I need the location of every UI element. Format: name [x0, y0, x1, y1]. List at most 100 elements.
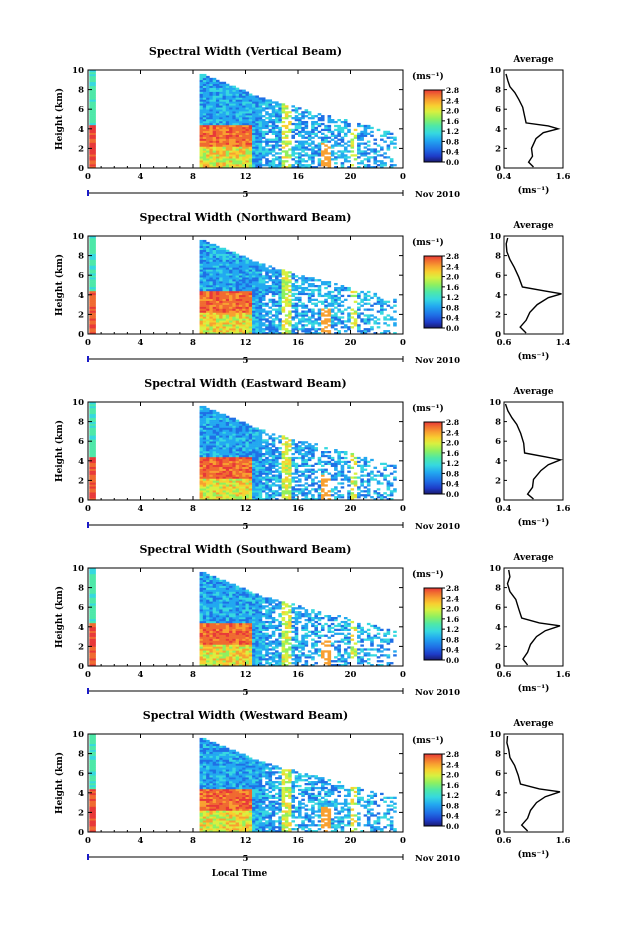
- heatmap-cell: [304, 474, 309, 477]
- heatmap-cell: [255, 95, 259, 98]
- heatmap-cell: [232, 99, 236, 102]
- heatmap-cell: [350, 496, 355, 499]
- heatmap-cell: [258, 452, 263, 456]
- heatmap-cell: [215, 142, 220, 145]
- heatmap-cell: [202, 251, 207, 254]
- heatmap-cell: [248, 126, 253, 130]
- heatmap-cell: [206, 156, 210, 159]
- heatmap-cell: [324, 152, 328, 155]
- heatmap-cell: [89, 107, 96, 110]
- average-title: Average: [512, 55, 553, 65]
- heatmap-cell: [215, 478, 220, 481]
- heatmap-cell: [219, 144, 223, 147]
- heatmap-cell: [334, 306, 338, 309]
- heatmap-cell: [215, 419, 220, 422]
- heatmap-cell: [206, 435, 210, 438]
- heatmap-cell: [225, 277, 230, 280]
- heatmap-cell: [268, 312, 273, 315]
- heatmap-cell: [206, 91, 210, 94]
- heatmap-cell: [219, 415, 223, 418]
- heatmap-cell: [89, 618, 96, 622]
- heatmap-cell: [215, 468, 220, 471]
- heatmap-cell: [363, 164, 368, 167]
- heatmap-cell: [284, 314, 289, 317]
- heatmap-cell: [209, 439, 213, 442]
- heatmap-cell: [245, 443, 250, 446]
- heatmap-cell: [199, 113, 204, 116]
- heatmap-cell: [393, 464, 397, 467]
- heatmap-cell: [258, 314, 263, 317]
- heatmap-cell: [304, 462, 309, 466]
- heatmap-cell: [248, 449, 253, 452]
- heatmap-cell: [248, 474, 253, 477]
- heatmap-cell: [248, 437, 253, 440]
- heatmap-cell: [268, 124, 273, 128]
- heatmap-cell: [324, 134, 328, 137]
- heatmap-cell: [209, 490, 213, 493]
- heatmap-cell: [281, 435, 286, 438]
- heatmap-cell: [229, 490, 233, 493]
- heatmap-cell: [202, 148, 207, 151]
- heatmap-cell: [199, 478, 204, 481]
- heatmap-cell: [206, 498, 210, 501]
- heatmap-cell: [291, 306, 296, 309]
- y-tick-label: 10: [72, 398, 84, 408]
- heatmap-cell: [206, 126, 210, 130]
- heatmap-cell: [314, 318, 318, 321]
- heatmap-cell: [340, 456, 345, 460]
- heatmap-cell: [245, 275, 250, 278]
- heatmap-cell: [89, 445, 96, 448]
- heatmap-cell: [370, 130, 374, 134]
- heatmap-cell: [245, 101, 250, 104]
- heatmap-cell: [215, 81, 220, 85]
- heatmap-cell: [245, 271, 250, 274]
- heatmap-cell: [209, 330, 213, 333]
- heatmap-cell: [275, 464, 279, 467]
- heatmap-cell: [370, 472, 374, 475]
- heatmap-cell: [258, 445, 263, 448]
- heatmap-cell: [360, 458, 364, 462]
- heatmap-cell: [278, 478, 282, 481]
- heatmap-cell: [314, 330, 318, 333]
- heatmap-cell: [229, 431, 233, 434]
- heatmap-cell: [222, 421, 227, 424]
- heatmap-cell: [245, 466, 250, 469]
- heatmap-cell: [248, 306, 253, 309]
- heatmap-cell: [340, 460, 345, 464]
- heatmap-cell: [353, 496, 358, 499]
- heatmap-cell: [265, 111, 269, 114]
- heatmap-cell: [219, 259, 223, 262]
- heatmap-cell: [199, 407, 204, 411]
- heatmap-cell: [337, 482, 341, 485]
- heatmap-cell: [317, 130, 322, 134]
- heatmap-cell: [206, 421, 210, 424]
- heatmap-cell: [215, 460, 220, 464]
- heatmap-cell: [215, 425, 220, 428]
- heatmap-cell: [222, 300, 227, 303]
- heatmap-cell: [215, 439, 220, 442]
- heatmap-cell: [199, 415, 204, 418]
- heatmap-cell: [209, 257, 213, 260]
- heatmap-cell: [219, 492, 223, 495]
- heatmap-cell: [347, 326, 351, 329]
- heatmap-cell: [242, 460, 246, 464]
- heatmap-cell: [202, 656, 207, 659]
- heatmap-cell: [337, 156, 341, 159]
- heatmap-cell: [222, 91, 227, 94]
- heatmap-cell: [242, 445, 246, 448]
- heatmap-cell: [219, 312, 223, 315]
- heatmap-cell: [238, 494, 243, 497]
- heatmap-cell: [209, 275, 213, 278]
- heatmap-cell: [288, 275, 292, 278]
- heatmap-cell: [212, 277, 217, 280]
- heatmap-cell: [242, 144, 246, 147]
- heatmap-cell: [284, 156, 289, 159]
- heatmap-cell: [229, 330, 233, 333]
- heatmap-cell: [252, 320, 256, 323]
- heatmap-cell: [89, 300, 96, 303]
- heatmap-cell: [271, 148, 276, 151]
- heatmap-cell: [334, 294, 338, 298]
- heatmap-cell: [212, 492, 217, 495]
- heatmap-cell: [89, 144, 96, 147]
- heatmap-cell: [222, 466, 227, 469]
